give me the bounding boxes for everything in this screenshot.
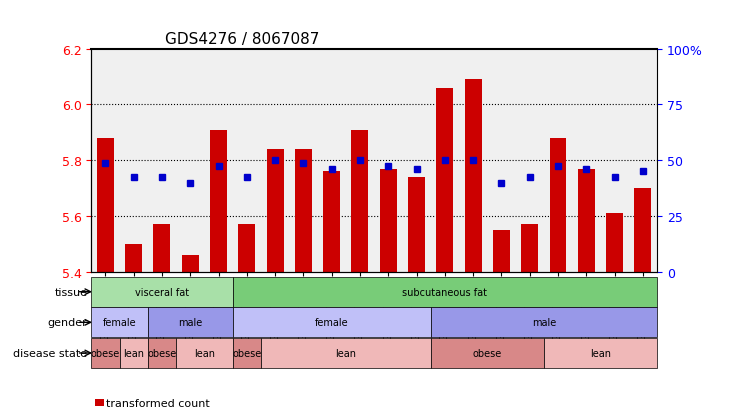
Text: subcutaneous fat: subcutaneous fat <box>402 287 488 297</box>
Bar <box>437 88 453 272</box>
Bar <box>380 169 397 272</box>
Bar <box>578 169 595 272</box>
Text: female: female <box>103 318 137 328</box>
Text: tissue: tissue <box>55 287 88 297</box>
Text: lean: lean <box>590 348 611 358</box>
Text: lean: lean <box>335 348 356 358</box>
Text: male: male <box>178 318 202 328</box>
Bar <box>408 178 425 272</box>
Bar <box>182 256 199 272</box>
Bar <box>521 225 538 272</box>
Text: visceral fat: visceral fat <box>135 287 189 297</box>
Bar <box>97 139 114 272</box>
Bar <box>634 189 651 272</box>
Bar <box>126 244 142 272</box>
Bar <box>550 139 566 272</box>
Bar <box>606 214 623 272</box>
Text: obese: obese <box>91 348 120 358</box>
Bar <box>464 80 482 272</box>
Text: gender: gender <box>48 318 88 328</box>
Text: female: female <box>315 318 348 328</box>
Text: obese: obese <box>147 348 177 358</box>
Bar <box>295 150 312 272</box>
Bar <box>238 225 256 272</box>
Bar <box>493 230 510 272</box>
Bar <box>210 130 227 272</box>
Text: GDS4276 / 8067087: GDS4276 / 8067087 <box>165 32 319 47</box>
Text: obese: obese <box>232 348 261 358</box>
Text: obese: obese <box>472 348 502 358</box>
Bar <box>323 172 340 272</box>
Bar <box>153 225 171 272</box>
Text: male: male <box>531 318 556 328</box>
Text: lean: lean <box>123 348 145 358</box>
Bar <box>266 150 283 272</box>
Bar <box>352 130 369 272</box>
Text: transformed count: transformed count <box>99 398 210 408</box>
Text: disease state: disease state <box>13 348 88 358</box>
Text: lean: lean <box>194 348 215 358</box>
